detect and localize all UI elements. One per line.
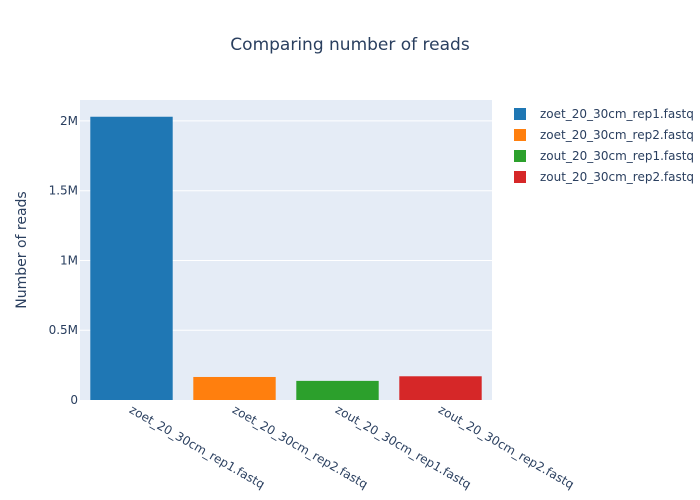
y-tick-label: 0.5M (49, 323, 78, 337)
y-tick-label: 1M (60, 253, 78, 267)
legend-swatch[interactable] (514, 129, 526, 141)
bar-1[interactable] (90, 116, 173, 400)
x-axis-ticks: zoet_20_30cm_rep1.fastqzoet_20_30cm_rep2… (127, 402, 576, 491)
legend-entry[interactable]: zout_20_30cm_rep2.fastq (540, 170, 694, 184)
y-axis-ticks: 0 0.5M 1M 1.5M 2M (49, 114, 78, 407)
y-tick-label: 2M (60, 114, 78, 128)
bar-2[interactable] (193, 376, 276, 400)
bars (90, 116, 482, 400)
chart-title: Comparing number of reads (230, 35, 470, 55)
y-tick-label: 1.5M (49, 184, 78, 198)
legend-entry[interactable]: zout_20_30cm_rep1.fastq (540, 149, 694, 163)
legend-entry[interactable]: zoet_20_30cm_rep1.fastq (540, 107, 694, 121)
bar-3[interactable] (296, 380, 379, 400)
legend-swatch[interactable] (514, 171, 526, 183)
legend-swatch[interactable] (514, 150, 526, 162)
legend-swatch[interactable] (514, 108, 526, 120)
legend-entry[interactable]: zoet_20_30cm_rep2.fastq (540, 128, 694, 142)
y-axis-label: Number of reads (14, 191, 30, 308)
y-tick-label: 0 (70, 393, 78, 407)
bar-4[interactable] (399, 376, 482, 400)
legend: zoet_20_30cm_rep1.fastq zoet_20_30cm_rep2… (514, 107, 694, 184)
